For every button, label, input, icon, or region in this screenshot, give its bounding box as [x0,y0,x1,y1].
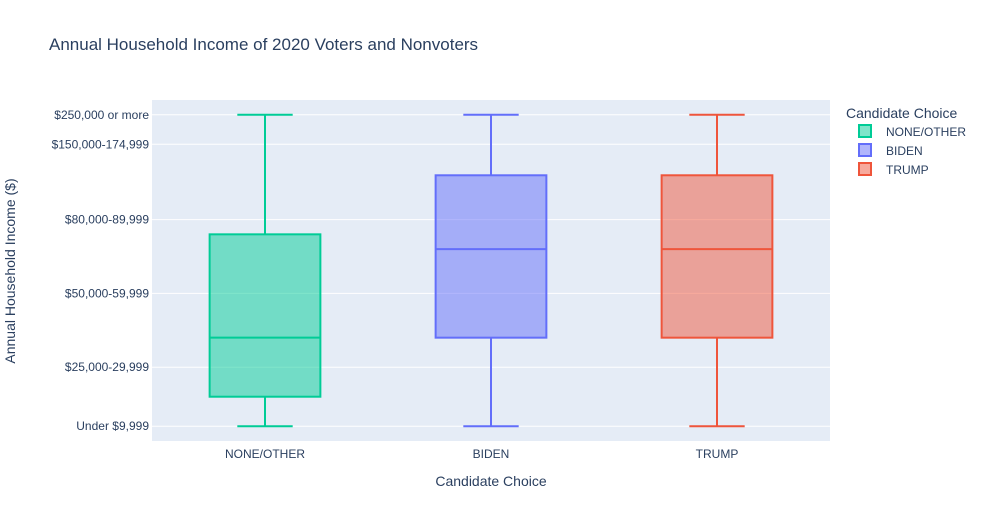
chart-title: Annual Household Income of 2020 Voters a… [49,35,478,54]
box-none-other[interactable] [208,113,322,428]
box-biden[interactable] [434,113,548,428]
legend-title: Candidate Choice [846,105,958,121]
legend-swatch [858,143,872,157]
legend-item[interactable]: NONE/OTHER [858,124,966,139]
iqr-box [660,174,774,339]
y-tick-label: $25,000-29,999 [65,360,149,374]
x-tick-label: NONE/OTHER [225,447,305,461]
x-axis-title: Candidate Choice [435,473,547,489]
x-tick-label: TRUMP [696,447,739,461]
y-axis-ticks: Under $9,999 $25,000-29,999 $50,000-59,999… [52,108,150,433]
legend-label: TRUMP [886,163,929,177]
boxes [208,113,774,428]
legend-item[interactable]: BIDEN [858,143,923,158]
legend-swatch [858,124,872,138]
legend-label: NONE/OTHER [886,125,966,139]
y-axis-title: Annual Household Income ($) [2,178,18,363]
legend-swatch [858,162,872,176]
legend-label: BIDEN [886,144,923,158]
legend-item[interactable]: TRUMP [858,162,929,177]
legend[interactable]: Candidate Choice NONE/OTHER BIDEN TRUMP [846,105,966,177]
y-tick-label: Under $9,999 [76,419,149,433]
y-tick-label: $150,000-174,999 [52,137,150,151]
iqr-box [434,174,548,339]
box-trump[interactable] [660,113,774,428]
x-tick-label: BIDEN [473,447,510,461]
x-axis-ticks: NONE/OTHER BIDEN TRUMP [225,447,738,461]
iqr-box [208,233,322,398]
y-tick-label: $50,000-59,999 [65,286,149,300]
y-tick-label: $250,000 or more [54,108,149,122]
y-tick-label: $80,000-89,999 [65,213,149,227]
